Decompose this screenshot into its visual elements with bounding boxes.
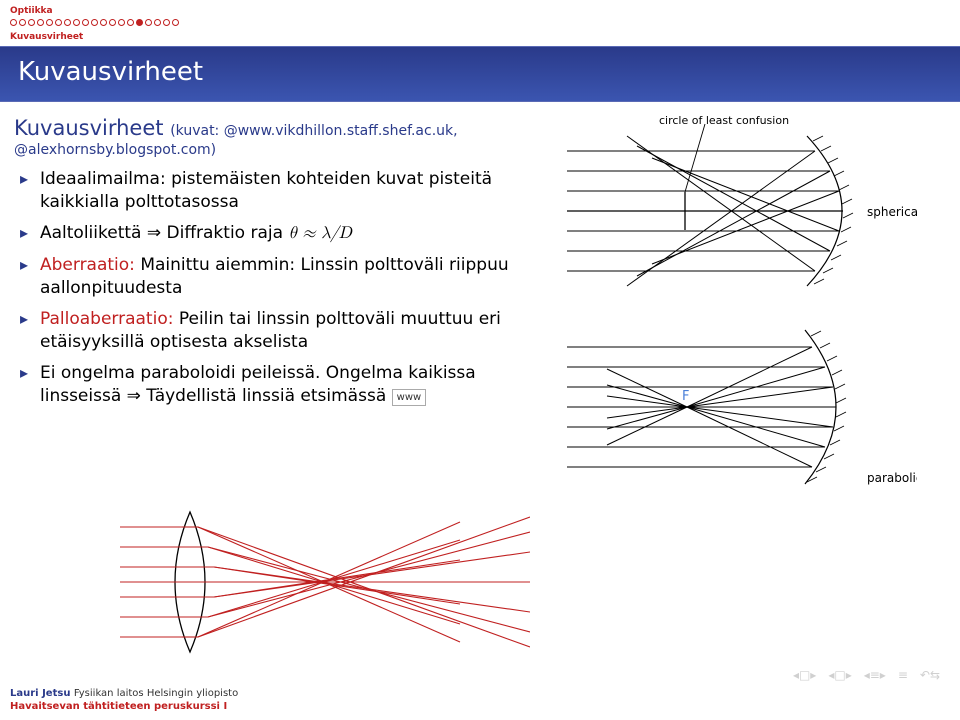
slide-header: Optiikka Kuvausvirheet (0, 0, 960, 46)
progress-dot[interactable] (145, 19, 152, 26)
nav-prev-icon[interactable]: ◂□▸ (828, 668, 851, 682)
subsection-label: Kuvausvirheet (10, 32, 950, 42)
nav-back-icon[interactable]: ↶⇆ (920, 668, 940, 682)
parabolic-label: parabolic (867, 471, 917, 485)
course-name: Havaitsevan tähtitieteen peruskurssi I (10, 701, 950, 712)
progress-dot[interactable] (64, 19, 71, 26)
focus-label: F (682, 389, 689, 404)
progress-dot[interactable] (46, 19, 53, 26)
slide-footer: Lauri Jetsu Fysiikan laitos Helsingin yl… (0, 682, 960, 720)
progress-dot[interactable] (73, 19, 80, 26)
spherical-diagram: circle of least confusion spherical (567, 116, 917, 306)
term: Aberraatio: (40, 255, 135, 275)
nav-menu-icon[interactable]: ≡ (898, 668, 908, 682)
progress-dot[interactable] (100, 19, 107, 26)
figure-column: circle of least confusion spherical (562, 116, 922, 502)
subtitle-main: Kuvausvirheet (14, 116, 164, 140)
bullet-text: Ideaalimailma: pistemäisten kohteiden ku… (40, 169, 492, 212)
progress-dot[interactable] (28, 19, 35, 26)
progress-dot[interactable] (55, 19, 62, 26)
progress-dot[interactable] (19, 19, 26, 26)
bullet-item: Ideaalimailma: pistemäisten kohteiden ku… (18, 168, 554, 214)
progress-dot[interactable] (136, 19, 143, 26)
bullet-item: Aberraatio: Mainittu aiemmin: Linssin po… (18, 254, 554, 300)
section-label: Optiikka (10, 6, 950, 16)
progress-dot[interactable] (172, 19, 179, 26)
confusion-label: circle of least confusion (659, 116, 789, 127)
author-name: Lauri Jetsu (10, 688, 70, 699)
progress-dot[interactable] (91, 19, 98, 26)
parabolic-diagram: F parabolic (567, 312, 917, 502)
lens-diagram (120, 502, 530, 662)
progress-dot[interactable] (37, 19, 44, 26)
block-title: Kuvausvirheet (kuvat: @www.vikdhillon.st… (14, 116, 554, 140)
progress-dot[interactable] (109, 19, 116, 26)
nav-prev-icon[interactable]: ◂≡▸ (864, 668, 886, 682)
nav-prev-icon[interactable]: ◂□▸ (793, 668, 816, 682)
progress-dot[interactable] (163, 19, 170, 26)
bullet-item: Aaltoliikettä ⇒ Diffraktio raja θ ≈ λ/D (18, 222, 554, 246)
progress-dots (10, 19, 950, 26)
progress-dot[interactable] (82, 19, 89, 26)
progress-dot[interactable] (10, 19, 17, 26)
source-line-1: (kuvat: @www.vikdhillon.staff.shef.ac.uk… (170, 123, 457, 139)
text-column: Kuvausvirheet (kuvat: @www.vikdhillon.st… (14, 116, 554, 502)
math-expr: θ ≈ λ/D (288, 225, 351, 242)
spherical-label: spherical (867, 205, 917, 219)
bullet-text: Aaltoliikettä ⇒ Diffraktio raja (40, 223, 288, 243)
term: Palloaberraatio: (40, 309, 173, 329)
progress-dot[interactable] (154, 19, 161, 26)
frame-title: Kuvausvirheet (0, 46, 960, 102)
bullet-list: Ideaalimailma: pistemäisten kohteiden ku… (14, 168, 554, 407)
bullet-item: Ei ongelma paraboloidi peileissä. Ongelm… (18, 362, 554, 408)
progress-dot[interactable] (127, 19, 134, 26)
progress-dot[interactable] (118, 19, 125, 26)
bullet-item: Palloaberraatio: Peilin tai linssin polt… (18, 308, 554, 354)
nav-controls: ◂□▸ ◂□▸ ◂≡▸ ≡ ↶⇆ (793, 668, 940, 682)
link-www[interactable]: www (392, 389, 427, 407)
source-line-2: @alexhornsby.blogspot.com) (14, 142, 554, 158)
institution: Fysiikan laitos Helsingin yliopisto (74, 688, 238, 699)
